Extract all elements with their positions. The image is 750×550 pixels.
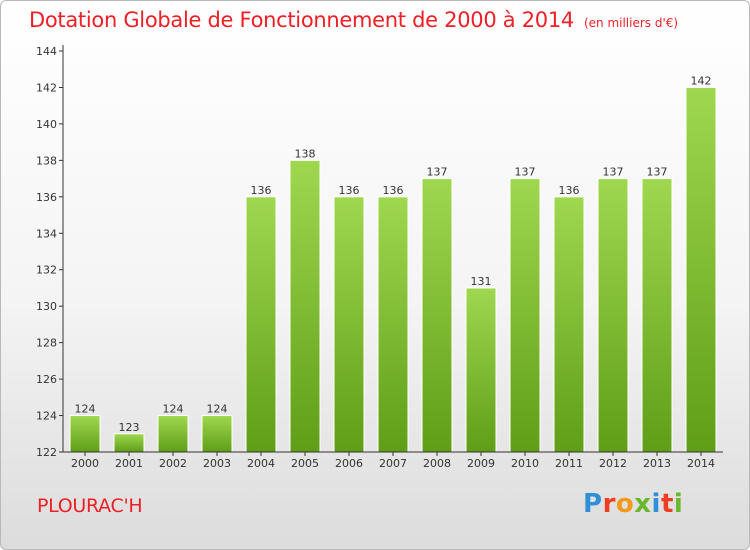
- bar: [685, 86, 717, 453]
- x-tick-label: 2006: [335, 457, 363, 470]
- y-tick-label: 144: [36, 45, 57, 58]
- y-tick-label: 138: [36, 154, 57, 167]
- bar-value-label: 136: [339, 184, 360, 197]
- y-axis: 122 124 126 128 130 132 134 136 138 140 142 144: [36, 45, 64, 459]
- y-tick-label: 132: [36, 264, 57, 277]
- x-tick-label: 2004: [247, 457, 275, 470]
- proxiti-logo[interactable]: Proxiti: [583, 489, 683, 519]
- y-tick-label: 122: [36, 446, 57, 459]
- bar-value-label: 137: [603, 166, 624, 179]
- bar-value-label: 142: [691, 74, 712, 87]
- bar-value-label: 131: [471, 275, 492, 288]
- bar: [201, 415, 233, 453]
- x-tick-label: 2007: [379, 457, 407, 470]
- bar-value-label: 137: [427, 166, 448, 179]
- x-tick-label: 2011: [555, 457, 583, 470]
- bar: [597, 178, 629, 453]
- x-tick-label: 2003: [203, 457, 231, 470]
- bar: [421, 178, 453, 453]
- bar-value-label: 136: [559, 184, 580, 197]
- bar-value-label: 136: [383, 184, 404, 197]
- bar-value-label: 136: [251, 184, 272, 197]
- bar: [113, 433, 145, 453]
- x-tick-label: 2010: [511, 457, 539, 470]
- bar-value-label: 124: [163, 403, 184, 416]
- bars: 124 123 124 124 136 138 136 136 137 131 137 136 137 1…: [69, 74, 717, 453]
- bar: [69, 415, 101, 453]
- logo-letter: i: [651, 489, 661, 519]
- logo-letter: r: [602, 489, 616, 519]
- bar: [157, 415, 189, 453]
- bar: [553, 196, 585, 453]
- y-tick-label: 124: [36, 410, 57, 423]
- bar-value-label: 124: [75, 403, 96, 416]
- x-tick-label: 2013: [643, 457, 671, 470]
- bar-value-label: 123: [119, 421, 140, 434]
- x-tick-label: 2012: [599, 457, 627, 470]
- x-axis: 2000 2001 2002 2003 2004 2005 2006 2007 2008 2009…: [63, 451, 723, 470]
- y-tick-label: 134: [36, 227, 57, 240]
- y-tick-label: 128: [36, 337, 57, 350]
- logo-letter: i: [673, 489, 684, 519]
- bar-value-label: 124: [207, 403, 228, 416]
- bar: [509, 178, 541, 453]
- logo-letter: P: [583, 489, 603, 519]
- bar: [377, 196, 409, 453]
- x-tick-label: 2008: [423, 457, 451, 470]
- chart-unit-label: (en milliers d'€): [583, 16, 679, 30]
- x-tick-label: 2005: [291, 457, 319, 470]
- x-tick-label: 2009: [467, 457, 495, 470]
- y-tick-label: 136: [36, 191, 57, 204]
- commune-name: PLOURAC'H: [37, 495, 143, 517]
- y-tick-label: 126: [36, 373, 57, 386]
- bar-value-label: 138: [295, 147, 316, 160]
- bar: [641, 178, 673, 453]
- logo-letter: o: [615, 489, 635, 519]
- logo-letter: t: [660, 489, 674, 519]
- bar: [289, 159, 321, 453]
- bar: [465, 287, 497, 453]
- chart-title: Dotation Globale de Fonctionnement de 20…: [29, 8, 574, 32]
- x-tick-label: 2014: [687, 457, 715, 470]
- chart-title-block: Dotation Globale de Fonctionnement de 20…: [29, 8, 678, 32]
- bar: [333, 196, 365, 453]
- bar-value-label: 137: [647, 166, 668, 179]
- bar: [245, 196, 277, 453]
- x-tick-label: 2001: [115, 457, 143, 470]
- x-tick-label: 2000: [71, 457, 99, 470]
- logo-letter: x: [634, 489, 652, 519]
- y-tick-label: 142: [36, 81, 57, 94]
- bar-value-label: 137: [515, 166, 536, 179]
- x-tick-label: 2002: [159, 457, 187, 470]
- y-tick-label: 140: [36, 118, 57, 131]
- y-tick-label: 130: [36, 300, 57, 313]
